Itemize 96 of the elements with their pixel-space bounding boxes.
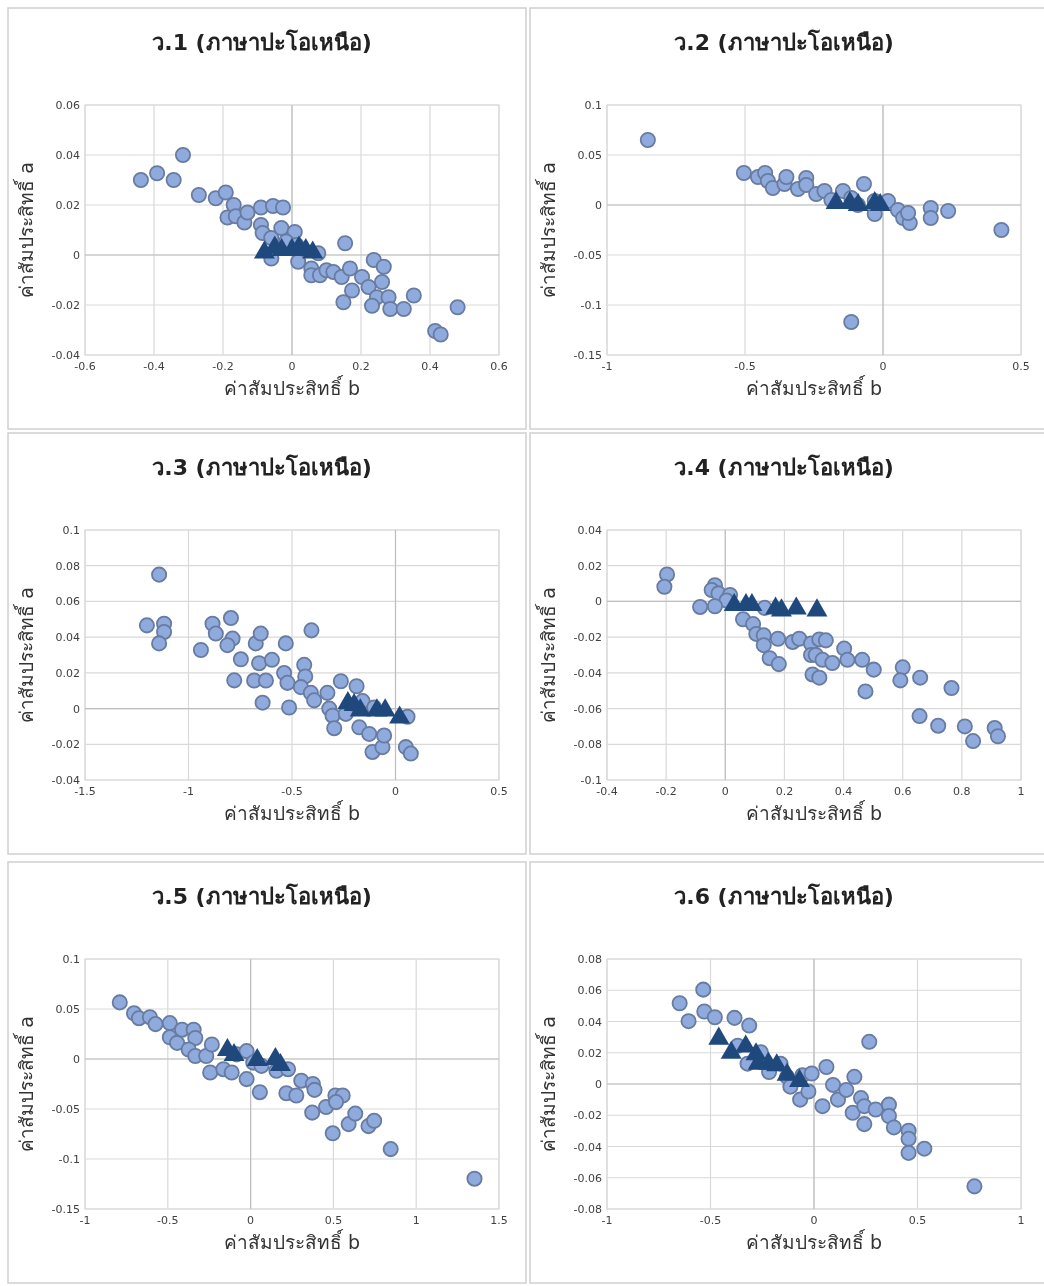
y-tick-label: -0.04 xyxy=(573,1140,602,1154)
y-tick-label: -0.05 xyxy=(51,1103,80,1116)
y-tick-label: -0.02 xyxy=(573,1109,602,1123)
x-tick-label: -0.5 xyxy=(699,1214,722,1227)
chart-title: ว.1 (ภาษาปะโอเหนือ) xyxy=(152,29,372,55)
x-tick-label: 1 xyxy=(1017,1214,1025,1227)
y-axis-title: ค่าสัมประสิทธิ์ a xyxy=(534,1016,559,1152)
y-tick-label: 0 xyxy=(595,1078,602,1091)
x-tick-label: 0 xyxy=(810,1214,818,1227)
x-tick-label: -1 xyxy=(601,1214,613,1227)
y-tick-label: 0.02 xyxy=(55,199,80,212)
x-tick-label: 0.4 xyxy=(421,360,439,373)
y-tick-label: -0.02 xyxy=(51,738,80,752)
x-tick-label: -0.4 xyxy=(143,360,165,373)
x-tick-label: 0.6 xyxy=(893,785,912,798)
x-tick-label: 0.4 xyxy=(834,785,853,798)
x-tick-label: 0 xyxy=(721,785,729,798)
y-tick-label: -0.15 xyxy=(573,349,602,362)
y-tick-label: -0.1 xyxy=(58,1153,80,1166)
x-tick-label: -1 xyxy=(183,785,194,798)
y-tick-label: 0 xyxy=(595,199,602,212)
y-axis-title: ค่าสัมประสิทธิ์ a xyxy=(12,162,37,298)
x-tick-label: -1 xyxy=(601,360,613,373)
y-tick-label: -0.15 xyxy=(51,1203,80,1216)
y-tick-label: -0.02 xyxy=(573,631,602,645)
y-tick-label: 0.02 xyxy=(55,666,80,680)
y-tick-label: 0 xyxy=(595,595,602,609)
chart-title: ว.4 (ภาษาปะโอเหนือ) xyxy=(674,454,894,480)
y-tick-label: 0.04 xyxy=(55,149,80,162)
y-tick-label: -0.04 xyxy=(51,349,80,362)
x-tick-label: 1 xyxy=(412,1214,420,1227)
x-tick-label: 0.6 xyxy=(490,360,508,373)
y-tick-label: 0.04 xyxy=(577,524,602,537)
x-tick-label: 1.5 xyxy=(490,1214,508,1227)
x-tick-label: -0.5 xyxy=(281,785,303,798)
x-tick-label: 0.2 xyxy=(352,360,370,373)
y-tick-label: 0.06 xyxy=(55,99,80,112)
x-tick-label: -0.6 xyxy=(74,360,96,373)
y-tick-label: -0.1 xyxy=(580,299,602,312)
y-tick-label: 0.06 xyxy=(55,595,80,609)
y-tick-label: -0.02 xyxy=(51,299,80,312)
x-axis-title: ค่าสัมประสิทธิ์ b xyxy=(745,799,883,824)
y-axis-title: ค่าสัมประสิทธิ์ a xyxy=(534,587,559,723)
y-tick-label: 0.04 xyxy=(55,631,80,645)
x-tick-label: 0.8 xyxy=(953,785,971,798)
y-tick-label: 0.08 xyxy=(55,559,80,573)
y-tick-label: -0.06 xyxy=(573,702,602,716)
x-tick-label: 0 xyxy=(288,360,296,373)
x-axis-title: ค่าสัมประสิทธิ์ b xyxy=(745,1228,883,1253)
y-tick-label: 0 xyxy=(73,1053,80,1066)
y-axis-title: ค่าสัมประสิทธิ์ a xyxy=(534,162,559,298)
y-tick-label: 0.05 xyxy=(55,1003,80,1016)
y-tick-label: -0.1 xyxy=(580,774,602,787)
y-tick-label: -0.04 xyxy=(51,774,80,787)
y-tick-label: 0 xyxy=(73,249,80,262)
y-tick-label: 0.05 xyxy=(577,149,602,162)
x-tick-label: -0.5 xyxy=(157,1214,179,1227)
x-tick-label: 0.5 xyxy=(324,1214,343,1227)
y-tick-label: 0.04 xyxy=(577,1015,602,1029)
x-axis-title: ค่าสัมประสิทธิ์ b xyxy=(745,374,883,399)
x-tick-label: -0.2 xyxy=(212,360,234,373)
y-tick-label: -0.05 xyxy=(573,249,602,262)
x-tick-label: -1.5 xyxy=(74,785,96,798)
y-tick-label: 0.08 xyxy=(577,953,602,966)
y-axis-title: ค่าสัมประสิทธิ์ a xyxy=(12,587,37,723)
x-tick-label: -1 xyxy=(79,1214,91,1227)
y-tick-label: 0.1 xyxy=(62,524,80,537)
y-tick-label: 0.1 xyxy=(584,99,602,112)
x-axis-title: ค่าสัมประสิทธิ์ b xyxy=(223,374,361,399)
y-tick-label: 0.02 xyxy=(577,559,602,573)
x-tick-label: 0.5 xyxy=(908,1214,927,1227)
y-axis-title: ค่าสัมประสิทธิ์ a xyxy=(12,1016,37,1152)
y-tick-label: 0.1 xyxy=(62,953,80,966)
x-tick-label: -0.4 xyxy=(596,785,618,798)
chart-title: ว.6 (ภาษาปะโอเหนือ) xyxy=(674,883,894,909)
x-tick-label: 1 xyxy=(1017,785,1025,798)
y-tick-label: -0.06 xyxy=(573,1171,602,1185)
chart-title: ว.3 (ภาษาปะโอเหนือ) xyxy=(152,454,372,480)
x-tick-label: 0 xyxy=(879,360,887,373)
x-tick-label: 0 xyxy=(247,1214,255,1227)
x-axis-title: ค่าสัมประสิทธิ์ b xyxy=(223,1228,361,1253)
y-tick-label: 0 xyxy=(73,702,80,716)
y-tick-label: -0.08 xyxy=(573,1203,602,1216)
x-tick-label: 0 xyxy=(392,785,399,798)
x-tick-label: 0.5 xyxy=(490,785,508,798)
y-tick-label: 0.02 xyxy=(577,1046,602,1060)
x-tick-label: -0.2 xyxy=(655,785,677,798)
chart-title: ว.2 (ภาษาปะโอเหนือ) xyxy=(674,29,894,55)
x-tick-label: 0.5 xyxy=(1012,360,1030,373)
y-tick-label: -0.04 xyxy=(573,666,602,680)
chart-title: ว.5 (ภาษาปะโอเหนือ) xyxy=(152,883,372,909)
x-tick-label: 0.2 xyxy=(775,785,794,798)
x-axis-title: ค่าสัมประสิทธิ์ b xyxy=(223,799,361,824)
y-tick-label: -0.08 xyxy=(573,738,602,752)
x-tick-label: -0.5 xyxy=(734,360,756,373)
y-tick-label: 0.06 xyxy=(577,984,602,998)
